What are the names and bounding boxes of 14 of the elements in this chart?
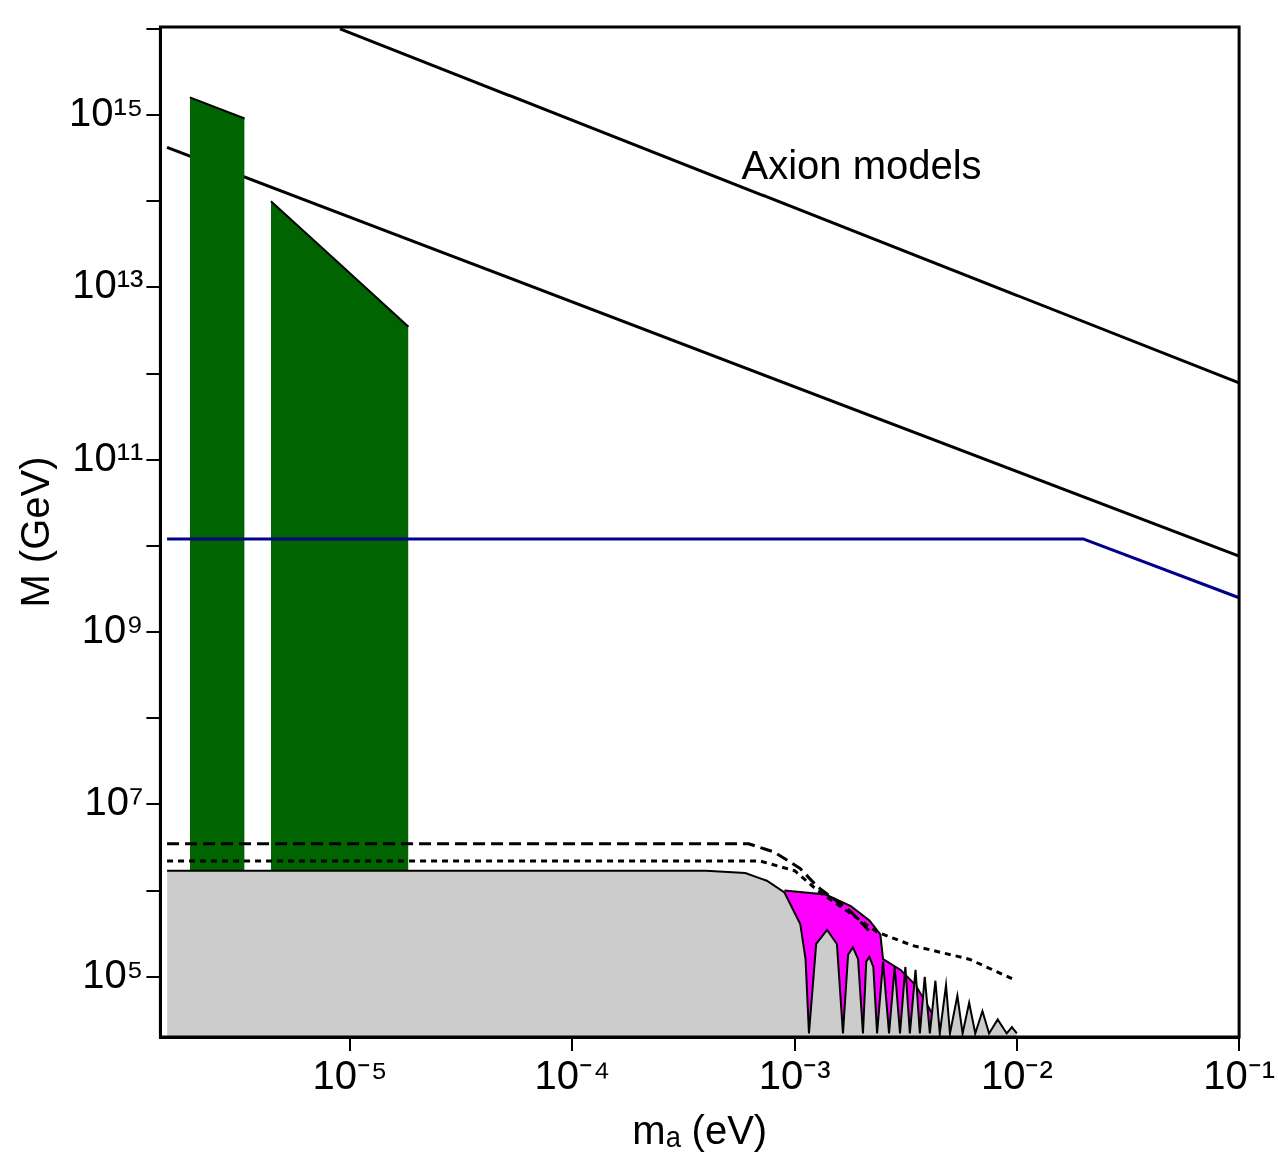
y-tick-label: 10¹³: [72, 262, 144, 307]
y-tick-label: 10⁵: [82, 951, 144, 996]
x-axis-title: mₐ (eV): [632, 1108, 768, 1153]
x-tick-label: 10⁻¹: [1203, 1053, 1275, 1098]
x-tick-label: 10⁻⁴: [534, 1053, 611, 1098]
x-tick-label: 10⁻⁵: [312, 1053, 388, 1098]
x-tick-label: 10⁻²: [980, 1053, 1053, 1098]
x-tick-label: 10⁻³: [758, 1053, 831, 1098]
annotation: Axion models: [741, 143, 982, 188]
y-axis-title: M (GeV): [13, 456, 58, 608]
y-tick-label: 10¹⁵: [68, 90, 144, 135]
y-tick-label: 10¹¹: [72, 434, 144, 479]
y-tick-label: 10⁷: [84, 779, 144, 824]
y-tick-label: 10⁹: [81, 607, 144, 652]
